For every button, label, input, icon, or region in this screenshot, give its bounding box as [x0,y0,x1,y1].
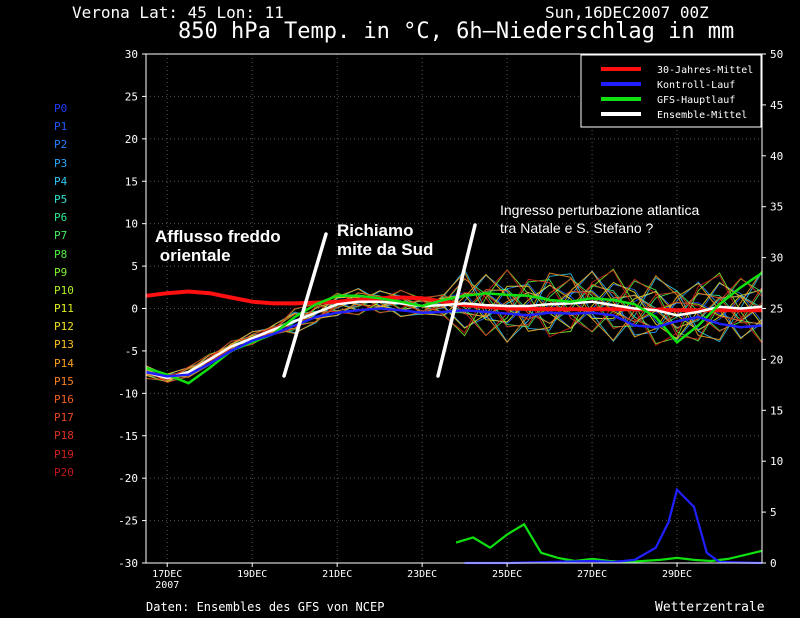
member-label-p4: P4 [54,174,68,188]
y-tick-label-left: -15 [118,430,138,443]
y-tick-label-right: 10 [770,455,783,468]
y-tick-label-right: 20 [770,353,783,366]
y-tick-label-left: -5 [125,345,138,358]
legend-label: Ensemble-Mittel [657,110,747,121]
y-tick-label-right: 45 [770,99,783,112]
y-tick-label-right: 30 [770,252,783,265]
y-tick-label-right: 5 [770,506,777,519]
y-tick-label-right: 40 [770,150,783,163]
x-tick-label: 21DEC [322,569,352,580]
legend-label: Kontroll-Lauf [657,80,735,91]
y-tick-label-right: 35 [770,201,783,214]
precip-line-gfs-hauptlauf [455,522,763,564]
axes: -30 -25 -20 -15 -10 -5 0 5 10 15 20 25 30 0 5 10 15 20 25 3… [118,48,783,591]
run-date: Sun,16DEC2007 00Z [545,3,709,22]
x-tick-label: 2007 [155,580,179,591]
x-tick-label: 25DEC [492,569,522,580]
member-label-p18: P18 [54,429,74,443]
member-label-p5: P5 [54,192,68,206]
member-label-p11: P11 [54,302,74,316]
annotation-mild-south: Richiamo mite da Sud [337,221,434,259]
annotation-lines [282,223,477,378]
ensemble-line-p14 [145,270,763,378]
y-tick-label-right: 15 [770,404,783,417]
series-line-gfs-hauptlauf [145,271,763,385]
ensemble-line-p8 [145,278,763,383]
y-tick-label-left: 0 [131,303,138,316]
member-label-p12: P12 [54,320,74,334]
x-tick-label: 27DEC [577,569,607,580]
annotation-stroke [282,232,328,378]
member-label-p16: P16 [54,393,74,406]
annotation-stroke [436,223,477,378]
y-tick-label-left: 10 [125,218,138,231]
y-tick-label-left: -30 [118,557,138,570]
member-label-p19: P19 [54,447,74,461]
member-label-p14: P14 [54,356,74,370]
member-label-p1: P1 [54,120,68,134]
ensemble-line-p19 [145,269,763,381]
y-tick-label-left: 15 [125,175,138,188]
legend-label: 30-Jahres-Mittel [657,65,753,76]
y-tick-label-right: 0 [770,557,777,570]
member-label-p2: P2 [54,138,68,152]
brand-label: Wetterzentrale [655,600,765,615]
member-label-p6: P6 [54,211,68,225]
ensemble-member-list: P0 P1 P2 P3 P4 P5 P6 P7 P8 P9 P10 P11 P12 P13 P14 P15 P1… [54,100,74,482]
precip-line-kontroll-lauf [464,487,763,565]
precip-lines [455,487,763,565]
x-tick-label: 17DEC [152,569,182,580]
legend-label: GFS-Hauptlauf [657,95,735,106]
y-tick-label-left: -10 [118,387,138,400]
main-series [145,271,763,385]
y-tick-label-left: 20 [125,133,138,146]
y-tick-label-right: 25 [770,303,783,316]
x-tick-label: 23DEC [407,569,437,580]
member-label-p7: P7 [54,229,68,243]
member-label-p17: P17 [54,411,74,425]
x-tick-label: 29DEC [662,569,692,580]
member-label-p3: P3 [54,156,68,170]
member-label-p0: P0 [54,102,68,115]
annotation-atlantic-disturbance: Ingresso perturbazione atlantica tra Nat… [500,202,700,236]
member-label-p9: P9 [54,265,68,279]
ensemble-line-p17 [145,277,763,376]
legend: 30-Jahres-Mittel Kontroll-Lauf GFS-Hauptla… [580,54,762,128]
ensemble-members [145,268,763,383]
member-label-p10: P10 [54,283,74,297]
y-tick-label-right: 50 [770,48,783,61]
y-tick-label-left: 25 [125,90,138,103]
chart-title: 850 hPa Temp. in °C, 6h–Niederschlag in … [178,19,735,44]
y-tick-label-left: -20 [118,472,138,485]
x-tick-label: 19DEC [237,569,267,580]
location-label: Verona Lat: 45 Lon: 11 [72,3,284,22]
member-label-p8: P8 [54,247,68,261]
grid [146,54,762,563]
y-tick-label-left: -25 [118,515,138,528]
annotation-cold-inflow: Afflusso freddo orientale [155,227,281,265]
data-source: Daten: Ensembles des GFS von NCEP [146,600,385,614]
y-tick-label-left: 30 [125,48,138,61]
member-label-p13: P13 [54,338,74,352]
member-label-p20: P20 [54,465,74,479]
member-label-p15: P15 [54,374,74,388]
y-tick-label-left: 5 [131,260,138,273]
